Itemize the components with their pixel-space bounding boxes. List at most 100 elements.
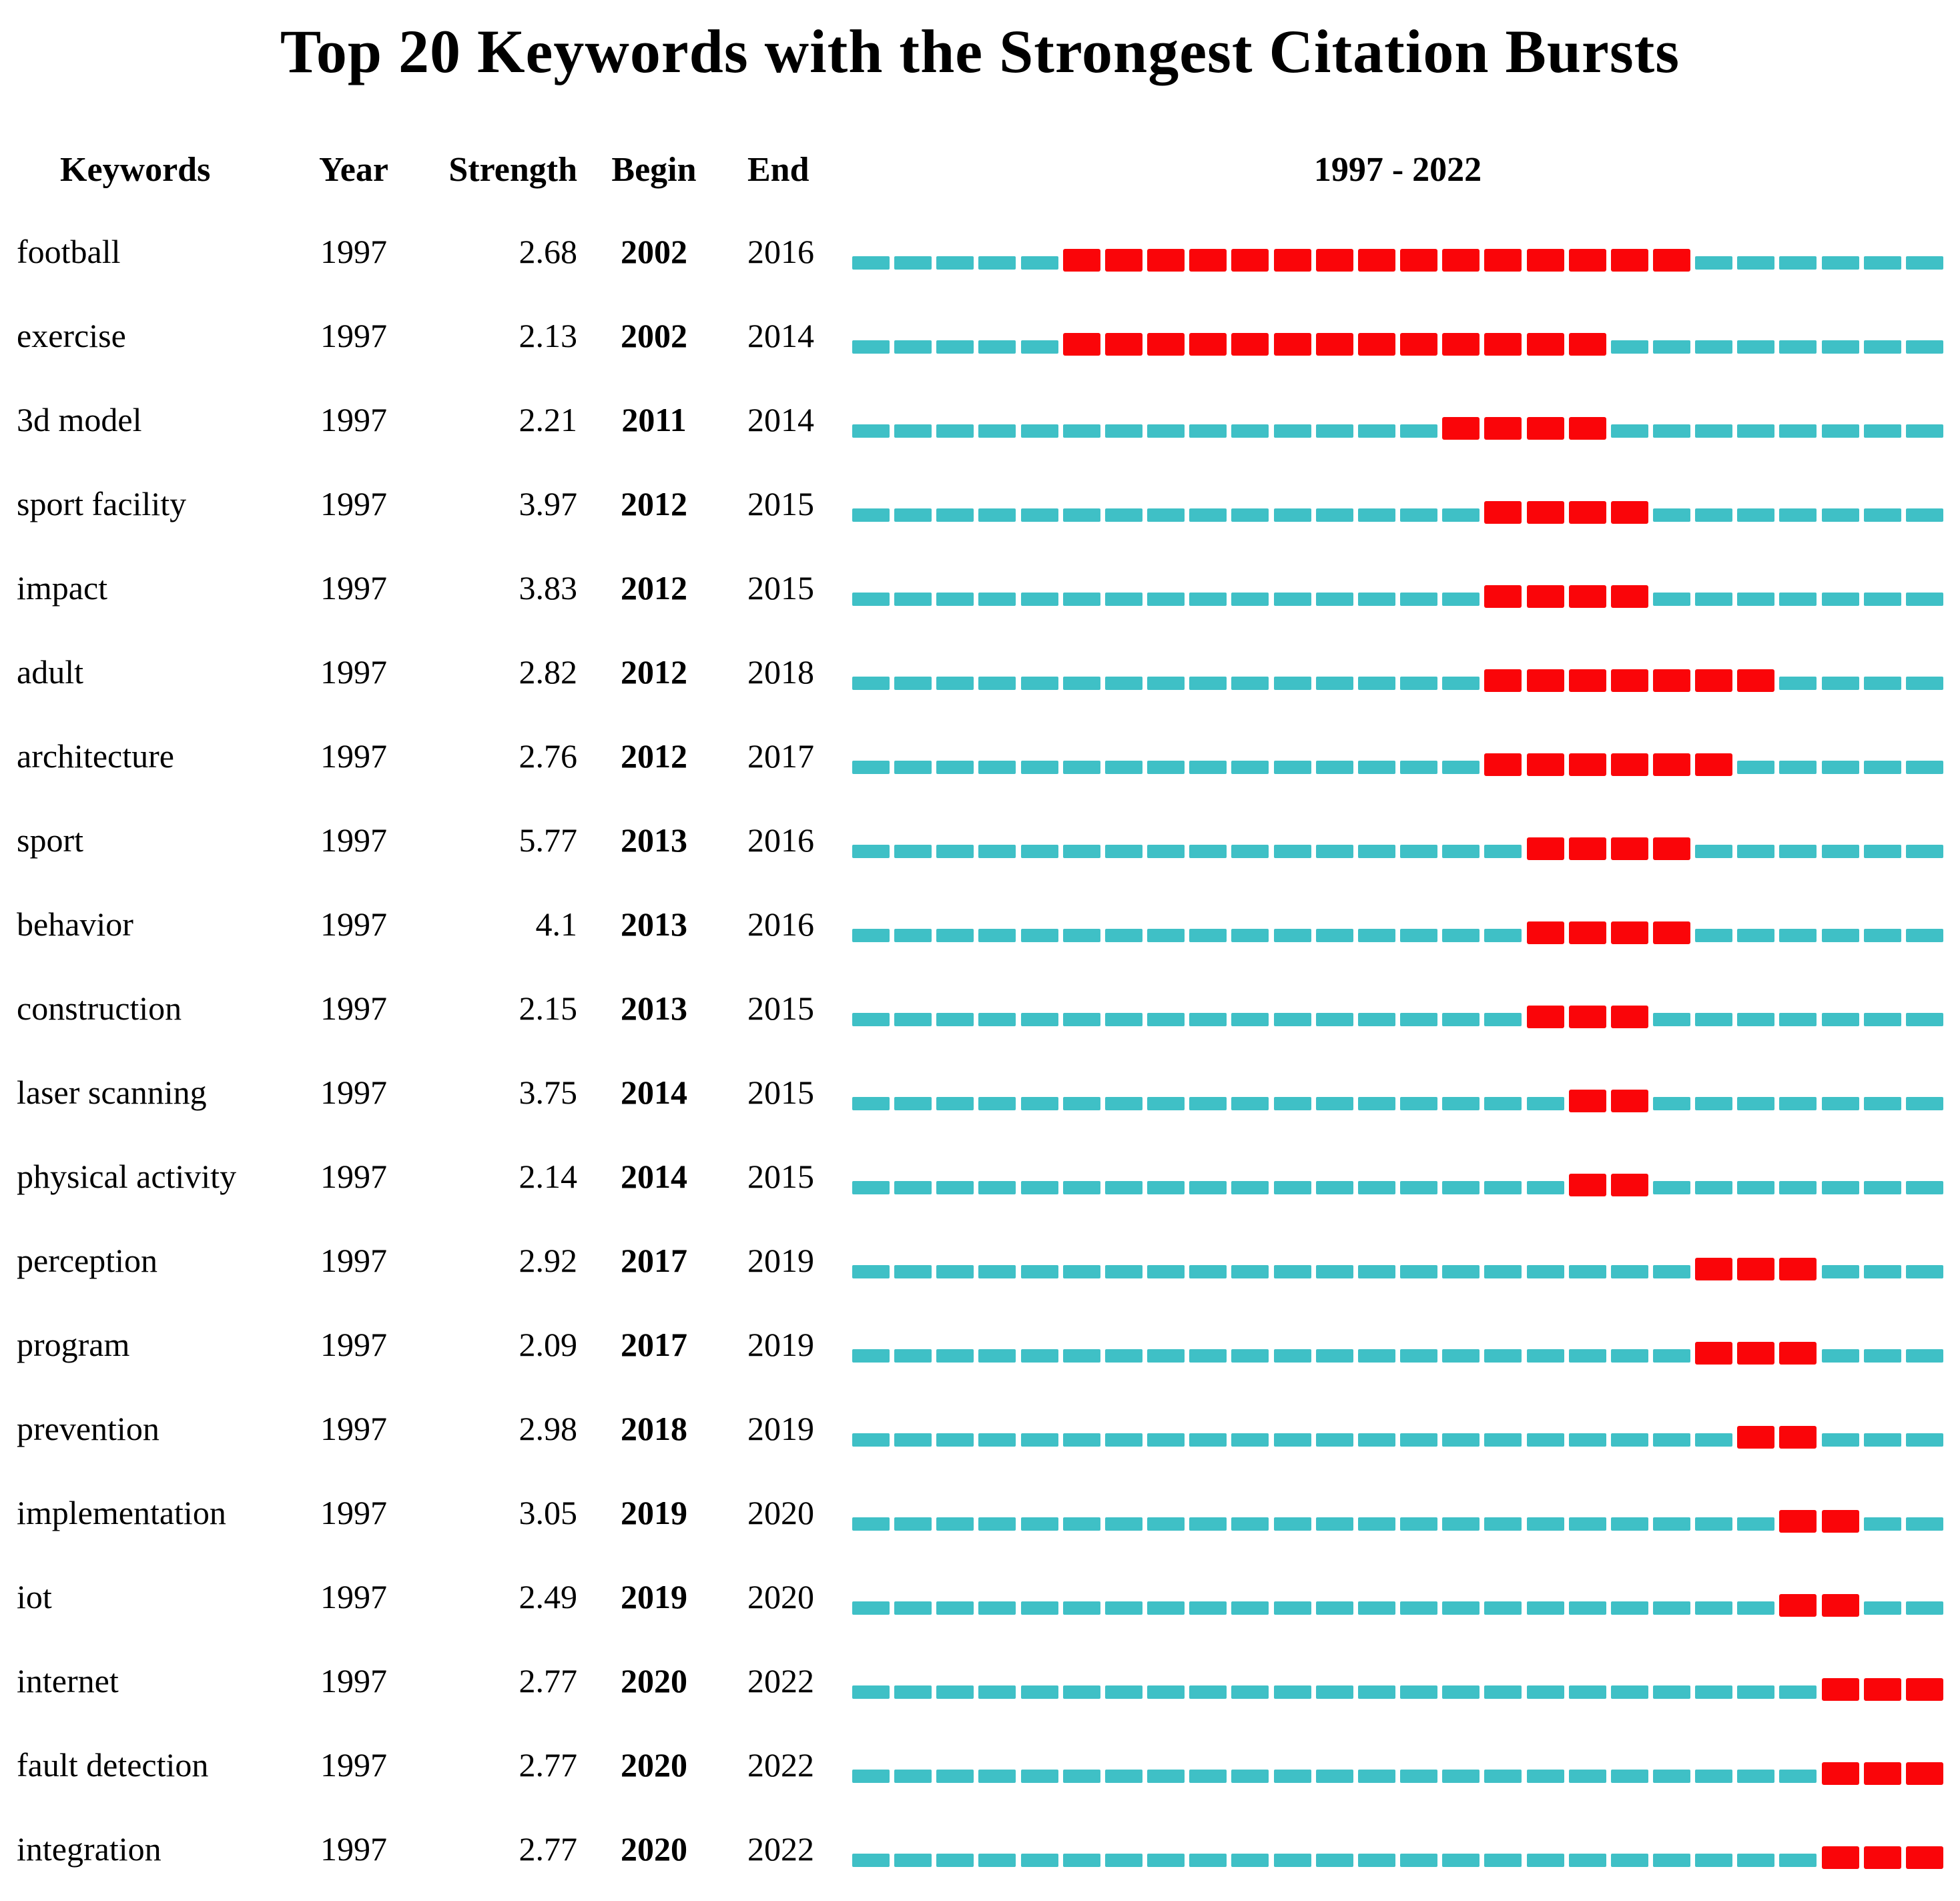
burst-year-segment bbox=[1568, 332, 1606, 356]
year-segment bbox=[894, 1012, 932, 1026]
year-segment bbox=[1273, 508, 1311, 522]
year-segment bbox=[1273, 1433, 1311, 1447]
year-segment bbox=[1905, 424, 1943, 438]
year-segment bbox=[1442, 1096, 1480, 1110]
year-segment bbox=[1189, 1264, 1227, 1278]
year-segment bbox=[1231, 928, 1269, 942]
year-segment bbox=[1821, 676, 1859, 690]
year-segment bbox=[978, 1096, 1016, 1110]
year-segment bbox=[1526, 1601, 1564, 1615]
year-segment bbox=[1442, 508, 1480, 522]
year-segment bbox=[1231, 1433, 1269, 1447]
year-segment bbox=[1147, 1433, 1185, 1447]
year-segment bbox=[1357, 1433, 1395, 1447]
burst-year-segment bbox=[1484, 416, 1522, 440]
burst-year-segment bbox=[1231, 248, 1269, 272]
year-segment bbox=[1231, 1769, 1269, 1783]
year-segment bbox=[978, 424, 1016, 438]
year-cell: 1997 bbox=[320, 821, 387, 859]
year-segment bbox=[1104, 1769, 1142, 1783]
keyword-cell: laser scanning bbox=[17, 1074, 207, 1112]
year-segment bbox=[1610, 1264, 1648, 1278]
year-segment bbox=[1020, 1264, 1058, 1278]
year-segment bbox=[1652, 1096, 1690, 1110]
begin-cell: 2019 bbox=[621, 1494, 687, 1532]
year-segment bbox=[852, 844, 890, 858]
year-segment bbox=[1231, 1096, 1269, 1110]
year-segment bbox=[1315, 508, 1353, 522]
year-segment bbox=[1652, 1180, 1690, 1194]
year-segment bbox=[978, 340, 1016, 354]
year-segment bbox=[1695, 928, 1733, 942]
year-segment bbox=[1189, 1769, 1227, 1783]
year-segment bbox=[1695, 340, 1733, 354]
year-segment bbox=[1863, 1096, 1901, 1110]
keyword-cell: 3d model bbox=[17, 401, 142, 439]
column-header-keywords: Keywords bbox=[60, 150, 211, 189]
year-cell: 1997 bbox=[320, 1830, 387, 1868]
year-segment bbox=[1104, 1180, 1142, 1194]
keyword-cell: implementation bbox=[17, 1494, 226, 1532]
year-segment bbox=[978, 256, 1016, 270]
timeline-bar-column bbox=[852, 486, 1943, 524]
strength-cell: 2.68 bbox=[519, 233, 578, 271]
year-segment bbox=[1273, 1349, 1311, 1363]
year-segment bbox=[1484, 1517, 1522, 1531]
year-segment bbox=[1231, 1853, 1269, 1867]
year-segment bbox=[1863, 1180, 1901, 1194]
timeline-bar-column bbox=[852, 1663, 1943, 1701]
year-segment bbox=[1400, 1433, 1438, 1447]
year-segment bbox=[1863, 1601, 1901, 1615]
year-segment bbox=[1610, 1349, 1648, 1363]
year-segment bbox=[936, 760, 974, 774]
end-cell: 2022 bbox=[747, 1662, 814, 1700]
year-segment bbox=[1737, 1180, 1775, 1194]
burst-year-segment bbox=[1652, 921, 1690, 944]
year-segment bbox=[1104, 1012, 1142, 1026]
timeline-bar bbox=[852, 500, 1943, 524]
year-segment bbox=[852, 340, 890, 354]
table-body: football 1997 2.68 2002 2016 exercise 1997 2.13… bbox=[0, 210, 1960, 1891]
year-segment bbox=[1905, 1096, 1943, 1110]
year-cell: 1997 bbox=[320, 905, 387, 943]
year-segment bbox=[1695, 1685, 1733, 1699]
year-segment bbox=[1905, 1180, 1943, 1194]
keyword-cell: integration bbox=[17, 1830, 161, 1868]
burst-year-segment bbox=[1568, 669, 1606, 692]
burst-year-segment bbox=[1821, 1762, 1859, 1785]
begin-cell: 2020 bbox=[621, 1746, 687, 1784]
year-segment bbox=[1357, 1012, 1395, 1026]
column-header-strength: Strength bbox=[448, 150, 577, 189]
end-cell: 2019 bbox=[747, 1242, 814, 1280]
timeline-bar bbox=[852, 1173, 1943, 1196]
year-segment bbox=[1400, 592, 1438, 606]
year-segment bbox=[1147, 1096, 1185, 1110]
timeline-bar-column bbox=[852, 1748, 1943, 1785]
end-cell: 2014 bbox=[747, 317, 814, 355]
year-segment bbox=[1737, 1096, 1775, 1110]
year-segment bbox=[1695, 1517, 1733, 1531]
year-segment bbox=[1484, 1012, 1522, 1026]
end-cell: 2016 bbox=[747, 821, 814, 859]
year-segment bbox=[1568, 1685, 1606, 1699]
year-segment bbox=[894, 1853, 932, 1867]
year-segment bbox=[1568, 1517, 1606, 1531]
year-segment bbox=[1315, 1769, 1353, 1783]
year-segment bbox=[1821, 1180, 1859, 1194]
year-segment bbox=[1695, 424, 1733, 438]
year-segment bbox=[936, 1601, 974, 1615]
year-segment bbox=[1357, 508, 1395, 522]
year-segment bbox=[1104, 1853, 1142, 1867]
year-segment bbox=[1526, 1517, 1564, 1531]
burst-year-segment bbox=[1652, 837, 1690, 860]
table-row: behavior 1997 4.1 2013 2016 bbox=[0, 882, 1960, 966]
year-segment bbox=[1273, 1517, 1311, 1531]
year-segment bbox=[1526, 1180, 1564, 1194]
year-segment bbox=[1189, 508, 1227, 522]
year-segment bbox=[1147, 1685, 1185, 1699]
timeline-bar-column bbox=[852, 318, 1943, 356]
year-segment bbox=[1905, 508, 1943, 522]
timeline-bar bbox=[852, 1005, 1943, 1028]
year-segment bbox=[1779, 1685, 1817, 1699]
year-segment bbox=[1400, 928, 1438, 942]
